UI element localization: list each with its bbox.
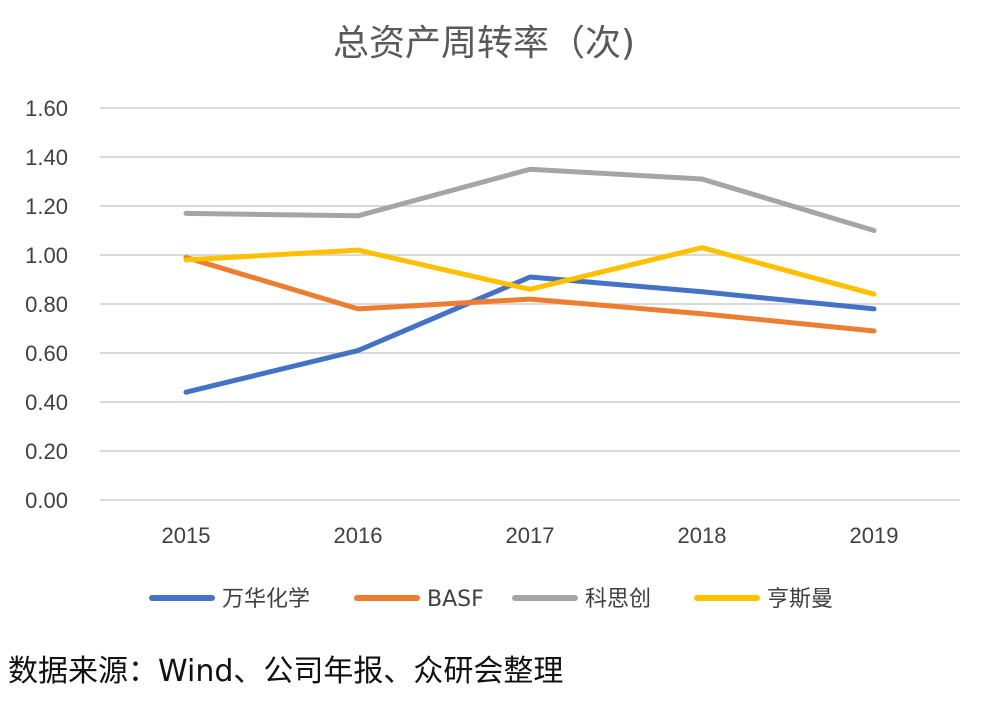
series-line-2 bbox=[183, 254, 877, 334]
series-line-3 bbox=[183, 166, 877, 233]
y-tick-label: 1.20 bbox=[25, 194, 68, 219]
x-tick-label: 2015 bbox=[162, 523, 211, 548]
series-lines bbox=[183, 166, 877, 395]
x-tick-label: 2019 bbox=[850, 523, 899, 548]
y-tick-label: 0.40 bbox=[25, 390, 68, 415]
line-chart: 总资产周转率（次) 0.00 0.20 0.40 0.60 0.80 1.00 1.20 1.… bbox=[25, 23, 960, 612]
y-axis-ticks: 0.00 0.20 0.40 0.60 0.80 1.00 1.20 1.40 1.60 bbox=[25, 96, 68, 513]
legend: 万华化学 BASF 科思创 亨斯曼 bbox=[149, 587, 833, 612]
legend-label: BASF bbox=[427, 587, 484, 612]
source-note: 数据来源：Wind、公司年报、众研会整理 bbox=[8, 654, 564, 689]
series-line-4 bbox=[183, 245, 877, 297]
legend-label: 亨斯曼 bbox=[767, 587, 833, 612]
legend-label: 万华化学 bbox=[222, 587, 310, 612]
y-tick-label: 1.60 bbox=[25, 96, 68, 121]
y-tick-label: 0.60 bbox=[25, 341, 68, 366]
legend-label: 科思创 bbox=[585, 587, 651, 612]
y-tick-label: 0.00 bbox=[25, 488, 68, 513]
x-tick-label: 2016 bbox=[334, 523, 383, 548]
y-tick-label: 1.00 bbox=[25, 243, 68, 268]
x-axis-ticks: 2015 2016 2017 2018 2019 bbox=[162, 523, 899, 548]
x-tick-label: 2017 bbox=[506, 523, 555, 548]
y-tick-label: 1.40 bbox=[25, 145, 68, 170]
series-line-1 bbox=[183, 274, 877, 395]
x-tick-label: 2018 bbox=[678, 523, 727, 548]
y-tick-label: 0.20 bbox=[25, 439, 68, 464]
chart-title: 总资产周转率（次) bbox=[333, 23, 635, 64]
y-tick-label: 0.80 bbox=[25, 292, 68, 317]
